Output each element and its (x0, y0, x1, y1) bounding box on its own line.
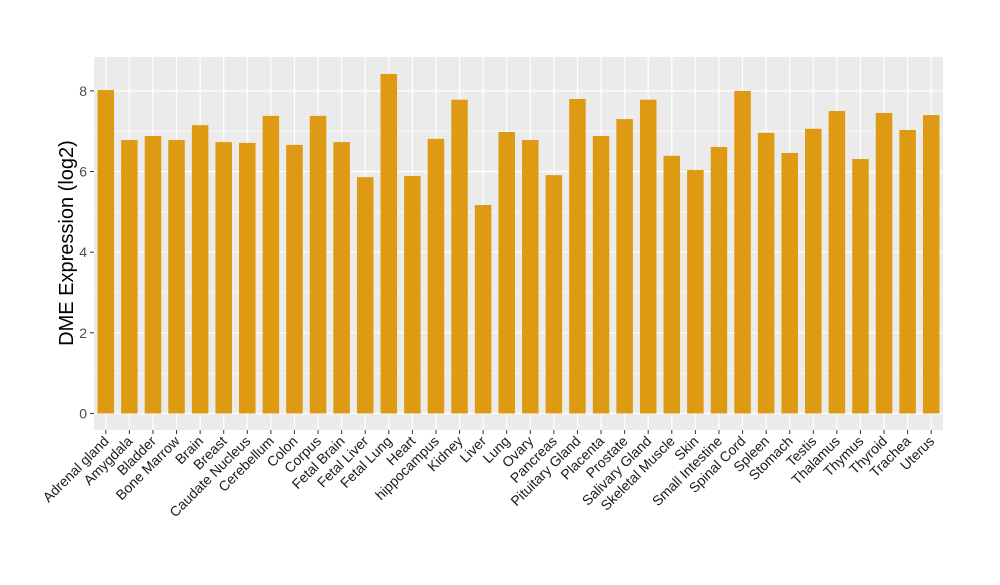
y-tick-label: 4 (79, 244, 87, 260)
y-tick-label: 8 (79, 83, 87, 99)
y-tick-label: 6 (79, 164, 87, 180)
bar (710, 146, 728, 414)
bar (922, 115, 940, 414)
bar (828, 111, 846, 414)
bar (121, 140, 138, 414)
bar (592, 136, 610, 414)
bar (569, 98, 586, 414)
plot-panel (94, 57, 943, 430)
bar (852, 159, 869, 414)
bar (663, 155, 681, 414)
bar (545, 175, 563, 414)
y-tick-label: 2 (79, 325, 87, 341)
bar (191, 125, 209, 414)
bar (239, 142, 256, 414)
bar (404, 175, 421, 414)
y-axis-label: DME Expression (log2) (56, 140, 78, 346)
bar (734, 90, 751, 414)
bar (474, 204, 492, 414)
bar (309, 115, 327, 414)
bar (687, 169, 704, 414)
bar (498, 132, 515, 414)
bar (215, 142, 232, 414)
y-tick-label: 0 (79, 405, 87, 421)
bar (451, 99, 468, 414)
bar (899, 129, 916, 414)
bar (144, 136, 162, 414)
bar (262, 115, 280, 414)
bar (356, 177, 374, 414)
bar (781, 152, 798, 414)
bar (97, 90, 115, 414)
bar (639, 99, 657, 414)
bar (380, 73, 398, 414)
bar (286, 144, 303, 414)
bar (427, 138, 445, 414)
bar (875, 113, 893, 414)
bar (805, 128, 822, 414)
bar (168, 140, 185, 414)
bar (333, 142, 350, 414)
bar (522, 140, 539, 414)
bar (616, 119, 633, 414)
bar (757, 132, 775, 414)
